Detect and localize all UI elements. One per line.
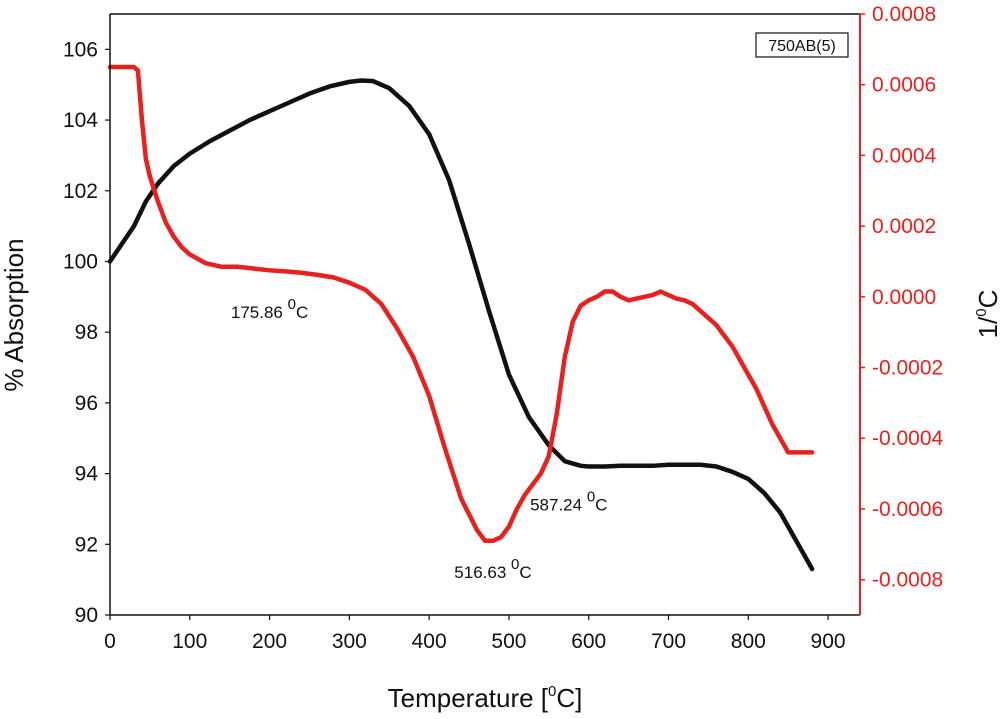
- y-left-tick-label: 104: [63, 109, 98, 132]
- x-tick-label: 400: [412, 630, 447, 653]
- y-right-tick-label: 0.0000: [872, 286, 936, 309]
- x-tick-label: 700: [651, 630, 686, 653]
- peak-annotation: 516.63 0C: [454, 556, 531, 582]
- y-right-tick-label: -0.0004: [872, 427, 944, 450]
- peak-annotation: 175.86 0C: [231, 296, 308, 322]
- y-right-tick-label: -0.0006: [872, 498, 943, 521]
- y-axis-right-title: 1/0C: [973, 290, 1003, 339]
- x-tick-label: 500: [491, 630, 526, 653]
- right-axis-ticks: -0.0008 -0.0006 -0.0004 -0.0002 0.0000 0.0002…: [860, 3, 944, 592]
- x-tick-label: 900: [811, 630, 846, 653]
- y-right-tick-label: 0.0002: [872, 215, 936, 238]
- x-axis-ticks: 0 100 200 300 400 500 600 700 800 900: [104, 615, 846, 653]
- annotations: 175.86 0C 516.63 0C 587.24 0C: [231, 296, 608, 582]
- y-left-tick-label: 96: [75, 392, 98, 415]
- x-tick-label: 300: [332, 630, 367, 653]
- x-axis-title: Temperature [0C]: [388, 683, 583, 713]
- left-axis-ticks: 90 92 94 96 98 100 102 104 106: [63, 38, 110, 627]
- y-axis-left-title: % Absorption: [0, 238, 29, 391]
- x-tick-label: 200: [252, 630, 287, 653]
- absorption-series-line: [107, 78, 815, 572]
- y-left-tick-label: 90: [75, 604, 98, 627]
- legend: 750AB(5): [755, 32, 849, 58]
- y-right-tick-label: -0.0002: [872, 357, 943, 380]
- peak-annotation: 587.24 0C: [530, 489, 607, 515]
- y-left-tick-label: 92: [75, 533, 98, 556]
- x-tick-label: 800: [731, 630, 766, 653]
- y-left-tick-label: 98: [75, 321, 98, 344]
- y-left-tick-label: 102: [63, 180, 98, 203]
- y-left-tick-label: 100: [63, 250, 98, 273]
- legend-label: 750AB(5): [768, 38, 836, 55]
- y-right-tick-label: 0.0004: [872, 144, 937, 167]
- y-left-tick-label: 106: [63, 38, 98, 61]
- x-tick-label: 0: [104, 630, 116, 653]
- legend-box: [755, 32, 849, 58]
- y-right-tick-label: -0.0008: [872, 569, 943, 592]
- x-tick-label: 100: [172, 630, 207, 653]
- plot-layer: [107, 64, 815, 572]
- y-right-tick-label: 0.0008: [872, 3, 936, 26]
- x-tick-label: 600: [571, 630, 606, 653]
- y-right-tick-label: 0.0006: [872, 74, 936, 97]
- derivative-series-line: [107, 64, 815, 544]
- y-left-tick-label: 94: [75, 463, 99, 486]
